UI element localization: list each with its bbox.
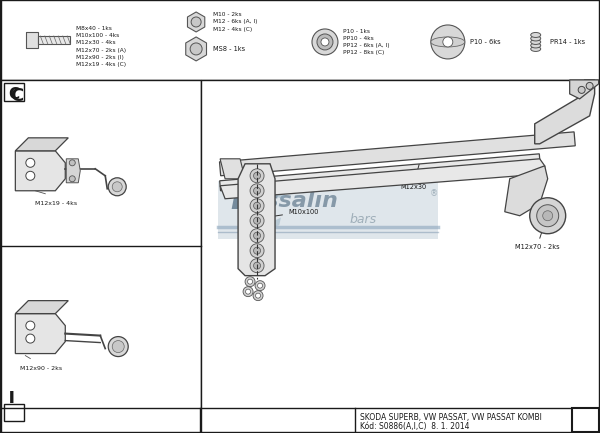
Circle shape	[250, 184, 264, 198]
Circle shape	[250, 244, 264, 258]
Text: B: B	[230, 186, 253, 215]
Circle shape	[256, 293, 260, 298]
Circle shape	[190, 43, 202, 55]
Text: SKODA SUPERB, VW PASSAT, VW PASSAT KOMBI: SKODA SUPERB, VW PASSAT, VW PASSAT KOMBI	[360, 414, 542, 422]
Circle shape	[112, 341, 124, 352]
Circle shape	[248, 279, 253, 284]
Circle shape	[312, 29, 338, 55]
Ellipse shape	[531, 43, 541, 48]
Text: P10 - 6ks: P10 - 6ks	[470, 39, 500, 45]
Circle shape	[578, 86, 585, 93]
Text: M12x90 - 2ks: M12x90 - 2ks	[20, 365, 62, 371]
Text: M12x30: M12x30	[400, 164, 426, 190]
Polygon shape	[16, 151, 65, 191]
Circle shape	[255, 281, 265, 291]
Circle shape	[431, 25, 465, 59]
Circle shape	[250, 214, 264, 228]
Text: C: C	[8, 87, 19, 102]
Circle shape	[250, 199, 264, 213]
Polygon shape	[187, 12, 205, 32]
Polygon shape	[16, 314, 65, 354]
Text: M12x70 - 2ks: M12x70 - 2ks	[515, 217, 559, 250]
Circle shape	[245, 276, 255, 286]
Polygon shape	[16, 301, 68, 314]
Circle shape	[254, 217, 260, 224]
Circle shape	[250, 259, 264, 273]
Text: PR14 - 1ks: PR14 - 1ks	[550, 39, 585, 45]
Text: ®: ®	[430, 189, 438, 198]
Bar	[201, 80, 599, 432]
Circle shape	[245, 289, 251, 294]
Circle shape	[317, 34, 333, 50]
Polygon shape	[220, 154, 540, 191]
Circle shape	[112, 182, 122, 192]
Circle shape	[26, 334, 35, 343]
Bar	[4, 404, 25, 421]
Text: M10x100: M10x100	[260, 209, 319, 218]
Bar	[38, 36, 70, 44]
Circle shape	[26, 158, 35, 167]
Bar	[572, 408, 599, 432]
Text: bars: bars	[350, 213, 377, 226]
Text: M12x19 - 4ks: M12x19 - 4ks	[35, 201, 77, 206]
Text: P10 - 1ks
PP10 - 4ks
PP12 - 6ks (A, I)
PP12 - 8ks (C): P10 - 1ks PP10 - 4ks PP12 - 6ks (A, I) P…	[343, 29, 389, 55]
Polygon shape	[535, 80, 595, 144]
Bar	[1, 0, 599, 80]
Polygon shape	[238, 164, 275, 276]
Circle shape	[254, 187, 260, 194]
Text: I: I	[8, 391, 14, 405]
Polygon shape	[569, 80, 599, 99]
Circle shape	[243, 286, 253, 296]
Polygon shape	[186, 37, 206, 61]
Bar	[1, 80, 201, 432]
Ellipse shape	[531, 46, 541, 52]
Circle shape	[108, 178, 126, 196]
Circle shape	[586, 82, 593, 89]
Circle shape	[250, 229, 264, 243]
Circle shape	[108, 337, 128, 357]
Bar	[218, 181, 438, 239]
Circle shape	[530, 198, 566, 234]
Text: M10 - 2ks
M12 - 6ks (A, I)
M12 - 4ks (C): M10 - 2ks M12 - 6ks (A, I) M12 - 4ks (C)	[213, 12, 257, 32]
Circle shape	[254, 247, 260, 254]
Polygon shape	[66, 159, 80, 183]
Circle shape	[191, 17, 201, 27]
Ellipse shape	[431, 37, 465, 47]
Text: C: C	[10, 87, 23, 105]
Ellipse shape	[531, 36, 541, 41]
Text: M8x40 - 1ks
M10x100 - 4ks
M12x30 - 4ks
M12x70 - 2ks (A)
M12x90 - 2ks (I)
M12x19 : M8x40 - 1ks M10x100 - 4ks M12x30 - 4ks M…	[76, 26, 127, 67]
Circle shape	[254, 172, 260, 179]
Polygon shape	[505, 166, 548, 216]
Circle shape	[543, 211, 553, 221]
Polygon shape	[16, 138, 68, 151]
Text: MS8 - 1ks: MS8 - 1ks	[213, 46, 245, 52]
Polygon shape	[220, 159, 545, 199]
Circle shape	[254, 202, 260, 209]
Text: Kód: S0886(A,I,C)  8. 1. 2014: Kód: S0886(A,I,C) 8. 1. 2014	[360, 422, 469, 431]
Circle shape	[69, 160, 75, 166]
Text: I: I	[8, 391, 14, 405]
Bar	[26, 32, 38, 48]
Text: A: A	[577, 411, 593, 431]
Circle shape	[26, 171, 35, 180]
Polygon shape	[220, 159, 245, 179]
Circle shape	[254, 262, 260, 269]
Polygon shape	[220, 132, 575, 176]
Bar	[4, 83, 25, 101]
Circle shape	[537, 205, 559, 227]
Circle shape	[257, 283, 263, 288]
Circle shape	[253, 291, 263, 301]
Text: ossalın: ossalın	[250, 191, 338, 211]
Circle shape	[250, 169, 264, 183]
Ellipse shape	[531, 33, 541, 37]
Circle shape	[26, 321, 35, 330]
Circle shape	[254, 232, 260, 239]
Text: C: C	[248, 190, 285, 238]
Circle shape	[321, 38, 329, 46]
Circle shape	[443, 37, 453, 47]
Circle shape	[69, 176, 75, 182]
Ellipse shape	[531, 39, 541, 44]
